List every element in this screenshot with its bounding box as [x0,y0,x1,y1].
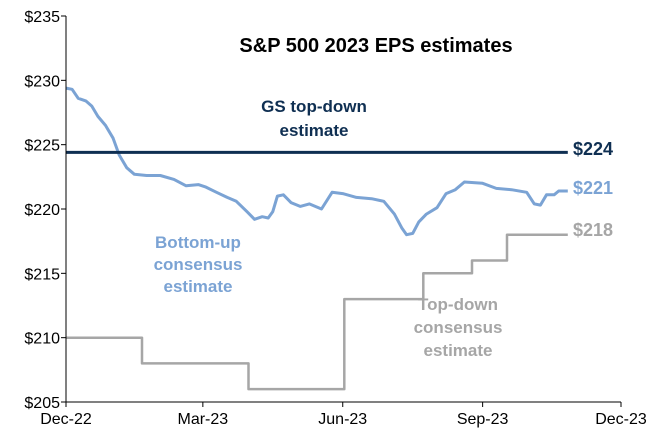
y-tick-label: $220 [24,202,60,219]
x-tick-label: Dec-22 [40,411,92,428]
gs-top-down-end-value: $224 [573,139,613,159]
bottom-up-label-line: estimate [164,277,233,296]
bottom-up-label-line: consensus [154,255,243,274]
y-axis-ticks: $205 $210 $215 $220 $225 $230 $235 [24,9,66,412]
y-tick-label: $230 [24,73,60,90]
gs-top-down-label-line: estimate [280,121,349,140]
y-tick-label: $225 [24,138,60,155]
y-tick-label: $205 [24,395,60,412]
chart-title: S&P 500 2023 EPS estimates [239,35,512,57]
top-down-consensus-line [66,233,568,391]
top-down-label-line: consensus [414,318,503,337]
bottom-up-end-value: $221 [573,178,613,198]
x-tick-label: Jun-23 [318,411,367,428]
top-down-label-line: Top-down [418,295,498,314]
x-axis-ticks: Dec-22 Mar-23 Jun-23 Sep-23 Dec-23 [40,402,647,428]
series-annotations: Bottom-up consensus estimate $221 GS top-dow… [154,97,613,360]
gs-top-down-label-line: GS top-down [261,97,367,116]
x-tick-label: Sep-23 [457,411,509,428]
top-down-label-line: estimate [424,341,493,360]
x-tick-label: Dec-23 [595,411,647,428]
y-tick-label: $215 [24,266,60,283]
x-tick-label: Mar-23 [178,411,229,428]
y-tick-label: $235 [24,9,60,26]
bottom-up-label-line: Bottom-up [155,233,241,252]
y-tick-label: $210 [24,331,60,348]
bottom-up-consensus-line [65,86,568,237]
plot-area [65,86,568,391]
top-down-end-value: $218 [573,220,613,240]
